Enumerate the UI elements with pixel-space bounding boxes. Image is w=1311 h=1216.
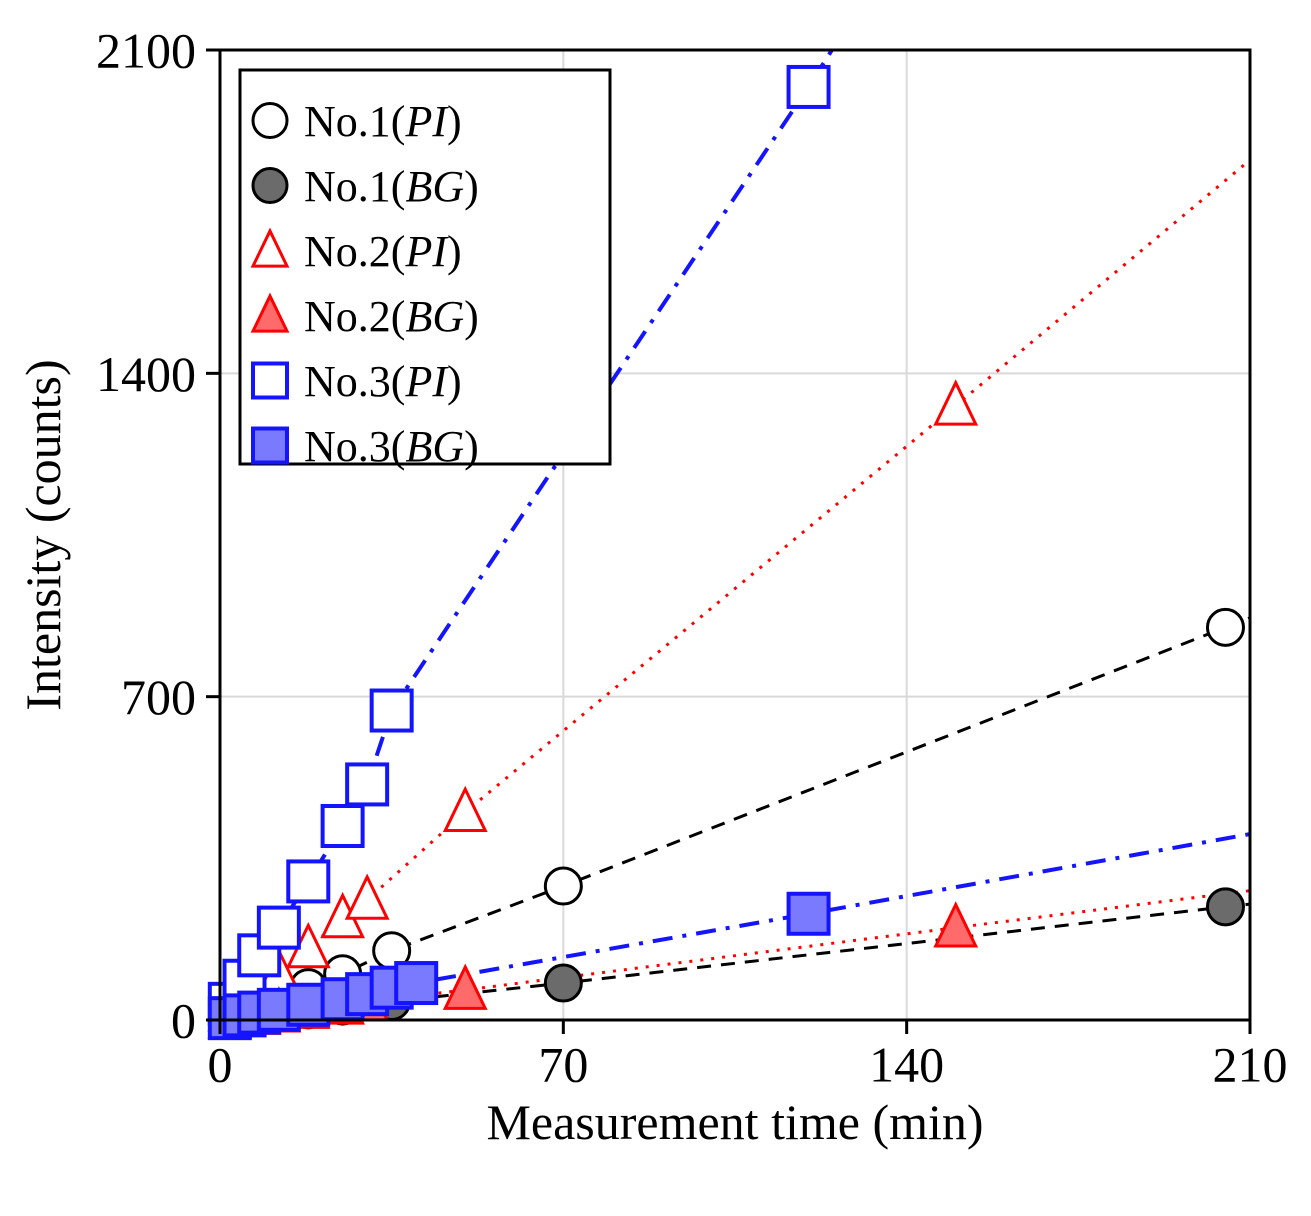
y-axis-label: Intensity (counts) — [15, 359, 71, 710]
ytick-label: 2100 — [96, 23, 196, 79]
scatter-chart: 070140210070014002100Measurement time (m… — [0, 0, 1311, 1216]
legend-label: No.2(PI) — [304, 227, 462, 276]
xtick-label: 0 — [208, 1037, 233, 1093]
ytick-label: 1400 — [96, 346, 196, 402]
xtick-label: 70 — [538, 1037, 588, 1093]
ytick-label: 0 — [171, 993, 196, 1049]
xtick-label: 210 — [1213, 1037, 1288, 1093]
x-axis-label: Measurement time (min) — [486, 1094, 983, 1150]
legend-label: No.3(BG) — [304, 422, 479, 471]
ytick-label: 700 — [121, 669, 196, 725]
legend-label: No.1(BG) — [304, 162, 479, 211]
xtick-label: 140 — [869, 1037, 944, 1093]
legend-label: No.3(PI) — [304, 357, 462, 406]
legend-label: No.1(PI) — [304, 97, 462, 146]
legend-label: No.2(BG) — [304, 292, 479, 341]
